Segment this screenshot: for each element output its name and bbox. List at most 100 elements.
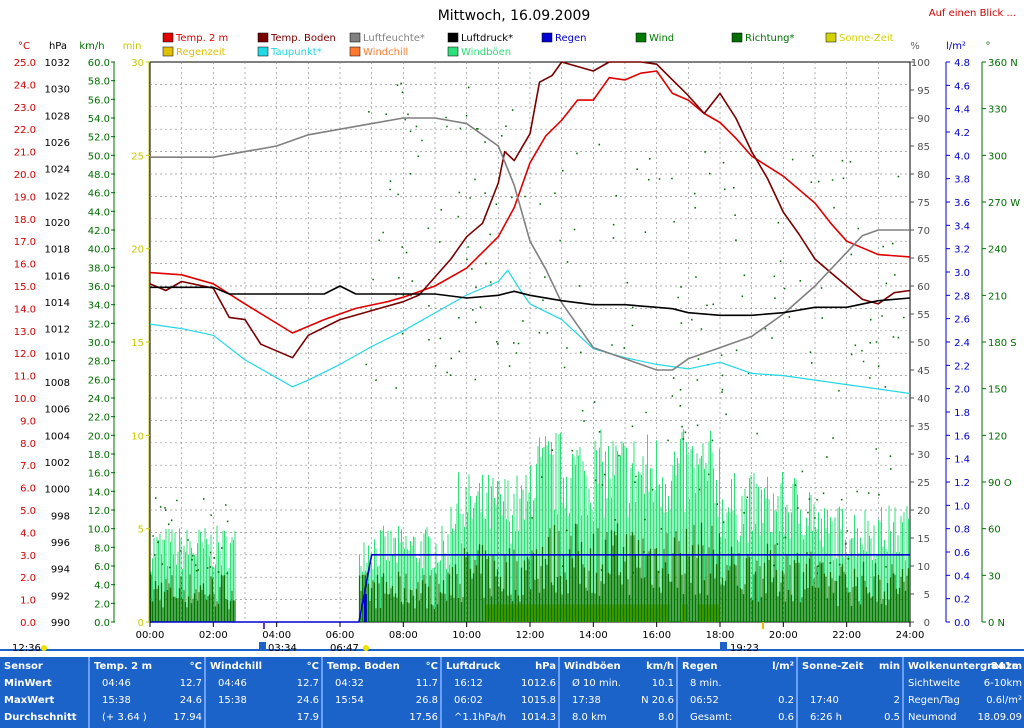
x-tick-label: 02:00 — [199, 630, 228, 641]
stats-max-time: 06:52 — [690, 695, 719, 706]
stats-max-row: Regen/Tag 0.6l/m² — [908, 694, 1022, 708]
y-tick-label: 24.0 — [88, 394, 110, 405]
y-tick-label: 1010 — [45, 351, 70, 362]
stats-min-time: 8 min. — [690, 678, 722, 689]
y-tick-label: 3.2 — [954, 245, 970, 256]
stats-column: Windböen km/h Ø 10 min. 10.1 17:38 N 20.6 8… — [558, 657, 678, 728]
stats-avg-value: 17.56 — [409, 712, 438, 723]
x-tick-label: 04:00 — [262, 630, 291, 641]
stats-header-unit: °C — [425, 661, 438, 672]
y-tick-label: 16.0 — [88, 469, 110, 480]
stats-avg-row: Neumond 18.09.09 — [908, 711, 1022, 725]
stats-max-value: 24.6 — [296, 695, 319, 706]
stats-max-value: 1015.8 — [521, 695, 556, 706]
legend-swatch — [349, 46, 361, 57]
y-tick-label: 990 — [51, 618, 70, 629]
y-tick-label: 1004 — [45, 431, 70, 442]
y-tick-label: 40 — [917, 394, 930, 405]
y-tick-label: 998 — [51, 511, 70, 522]
legend-swatch — [825, 32, 837, 43]
legend-label: Windböen — [461, 47, 511, 58]
stats-min-row: 04:46 12.7 — [94, 677, 202, 691]
y-tick-label: 70 — [917, 226, 930, 237]
y-tick-label: 58.0 — [88, 77, 110, 88]
y-tick-label: 25.0 — [14, 58, 36, 69]
stats-label-sensor: Sensor — [4, 661, 43, 672]
stats-avg-note: 8.0 km — [572, 712, 607, 723]
stats-min-row: 16:12 1012.6 — [446, 677, 556, 691]
y-tick-label: 36.0 — [88, 282, 110, 293]
y-tick-label: 26.0 — [88, 375, 110, 386]
y-tick-label: 0.4 — [954, 571, 970, 582]
y-tick-label: 54.0 — [88, 114, 110, 125]
x-tick-label: 20:00 — [769, 630, 798, 641]
y-tick-label: 13.0 — [14, 327, 36, 338]
stats-min-row: Sichtweite 6-10km — [908, 677, 1022, 691]
y-tick-label: 50.0 — [88, 151, 110, 162]
y-tick-label: 45 — [917, 366, 930, 377]
stats-header-label: Temp. Boden — [327, 661, 400, 672]
legend: Temp. 2 m Regenzeit Temp. Boden Taupunkt* Lu… — [162, 32, 894, 58]
legend-label: Temp. 2 m — [175, 33, 228, 44]
y-tick-label: 1018 — [45, 245, 70, 256]
stats-column: Windchill °C 04:46 12.7 15:38 24.6 17.9 — [204, 657, 323, 728]
y-tick-label: 20.0 — [88, 431, 110, 442]
wind-direction-dots — [152, 82, 905, 575]
legend-swatch — [447, 46, 459, 57]
legend-swatch — [635, 32, 647, 43]
legend-label: Wind — [649, 33, 674, 44]
x-tick-label: 18:00 — [706, 630, 735, 641]
y-tick-label: 1012 — [45, 325, 70, 336]
y-tick-label: 1014 — [45, 298, 70, 309]
stats-label-avg: Durchschnitt — [4, 712, 77, 723]
stats-avg-row: 6:26 h 0.5 — [802, 711, 900, 725]
y-tick-label: 1.0 — [20, 596, 36, 607]
header-link[interactable]: Auf einen Blick ... — [929, 8, 1016, 19]
x-tick-label: 12:00 — [516, 630, 545, 641]
y-tick-label: 60 — [917, 282, 930, 293]
stats-min-value: 10.1 — [651, 678, 674, 689]
series-lines — [149, 61, 911, 623]
stats-min-row: 04:32 11.7 — [327, 677, 438, 691]
stats-max-row: 15:38 24.6 — [210, 694, 319, 708]
x-tick-label: 14:00 — [579, 630, 608, 641]
y-tick-label: 3.6 — [954, 198, 970, 209]
stats-max-time: 17:38 — [572, 695, 601, 706]
stats-column: Wolkenuntergrenze 841m Sichtweite 6-10km R… — [902, 657, 1024, 728]
y-tick-label: 34.0 — [88, 301, 110, 312]
y-tick-label: 0 — [138, 618, 144, 629]
y-tick-label: 1020 — [45, 218, 70, 229]
stats-max-row: 17:38 N 20.6 — [564, 694, 674, 708]
stats-max-row: 06:02 1015.8 — [446, 694, 556, 708]
y-tick-label: 0.8 — [954, 525, 970, 536]
stats-min-time: Ø 10 min. — [572, 678, 621, 689]
y-tick-label: 1.0 — [954, 501, 970, 512]
series-regen — [150, 554, 910, 623]
stats-header-label: Windchill — [210, 661, 263, 672]
legend-item: Luftfeuchte* — [349, 32, 425, 44]
y-tick-label: 270 W — [988, 198, 1020, 209]
stats-max-time: 15:38 — [102, 695, 131, 706]
legend-item: Wind — [635, 32, 674, 44]
y-tick-label: 20 — [917, 506, 930, 517]
x-tick-label: 22:00 — [832, 630, 861, 641]
legend-swatch — [162, 32, 174, 43]
legend-label: Taupunkt* — [270, 47, 322, 58]
y-tick-label: 90 O — [988, 478, 1012, 489]
wind-bars — [150, 429, 910, 622]
stats-max-time: 15:54 — [335, 695, 364, 706]
stats-min-value: 11.7 — [415, 678, 438, 689]
stats-min-row: Ø 10 min. 10.1 — [564, 677, 674, 691]
x-axis: 00:00 02:00 04:00 06:00 08:00 10:00 12:00 14:00… — [136, 622, 924, 641]
x-tick-label: 08:00 — [389, 630, 418, 641]
y-tick-label: 12.0 — [14, 349, 36, 360]
axis-unit: km/h — [79, 41, 104, 52]
stats-min-value: 12.7 — [179, 678, 202, 689]
y-tick-label: 996 — [51, 538, 70, 549]
series-temp-boden — [149, 61, 911, 359]
sunset-time: 19:23 — [730, 643, 759, 654]
stats-max-value: 2 — [893, 695, 900, 706]
y-tick-label: 14.0 — [88, 487, 110, 498]
stats-avg-row: Gesamt: 0.6 — [682, 711, 794, 725]
y-tick-label: 80 — [917, 170, 930, 181]
